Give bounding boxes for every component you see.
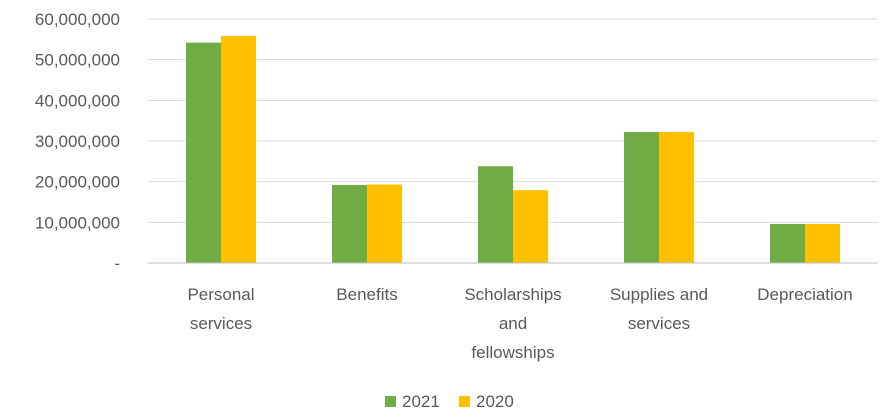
- y-tick-label: 10,000,000: [35, 213, 120, 232]
- x-tick-label: Supplies and: [610, 285, 708, 304]
- gridlines: [148, 18, 878, 223]
- legend-swatch-2021: [385, 396, 396, 407]
- bar-2020-4: [805, 223, 840, 263]
- bars: [186, 36, 840, 263]
- axes: - 10,000,000 20,000,000 30,000,000 40,000,00…: [35, 10, 878, 362]
- bar-2020-2: [513, 190, 548, 263]
- x-tick-label: Scholarships: [464, 285, 561, 304]
- bar-2021-3: [624, 132, 659, 263]
- x-tick-label: and: [499, 314, 527, 333]
- y-tick-label: 40,000,000: [35, 91, 120, 110]
- bar-2021-4: [770, 223, 805, 263]
- x-tick-label: Benefits: [336, 285, 397, 304]
- bar-2020-3: [659, 132, 694, 263]
- bar-2020-1: [367, 184, 402, 263]
- x-tick-label: services: [628, 314, 690, 333]
- x-tick-label: Depreciation: [757, 285, 852, 304]
- y-tick-label: 50,000,000: [35, 51, 120, 70]
- legend-label: 2021: [402, 392, 440, 411]
- y-tick-label: -: [114, 254, 120, 273]
- x-tick-label: fellowships: [471, 343, 554, 362]
- bar-2020-0: [221, 36, 256, 263]
- legend-label: 2020: [476, 392, 514, 411]
- x-tick-label: services: [190, 314, 252, 333]
- bar-2021-0: [186, 42, 221, 263]
- x-tick-label: Personal: [187, 285, 254, 304]
- legend: 2021 2020: [385, 392, 514, 411]
- y-tick-label: 60,000,000: [35, 10, 120, 29]
- legend-swatch-2020: [459, 396, 470, 407]
- bar-2021-1: [332, 184, 367, 263]
- bar-2021-2: [478, 166, 513, 263]
- y-tick-label: 20,000,000: [35, 173, 120, 192]
- y-tick-label: 30,000,000: [35, 132, 120, 151]
